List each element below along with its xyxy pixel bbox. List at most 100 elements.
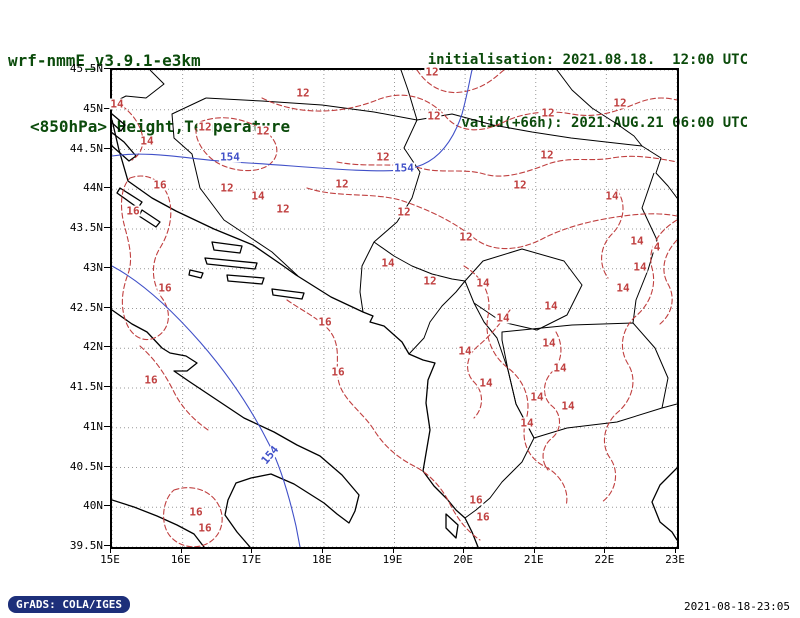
temp-contour [659,239,677,325]
y-axis-label: 39.5N [69,539,103,552]
header-right: initialisation: 2021.08.18. 12:00 UTC va… [428,8,748,176]
x-axis-label: 19E [382,553,403,566]
x-axis-tick [321,547,323,553]
grads-stamp: GrADS: COLA/IGES [8,596,130,613]
y-axis-label: 44N [83,181,103,195]
map-canvas [112,70,677,547]
island-korcula [226,274,265,285]
y-axis-tick [104,147,110,149]
height-contours [112,70,473,547]
island-rab [112,113,126,132]
border-montenegro-albania [408,280,466,355]
border-serbia-bulgaria [632,172,658,324]
temperature-contour-label: 14 [552,361,568,375]
y-axis-label: 42N [83,340,103,354]
height-contour-label: 154 [393,161,415,175]
island-vis [188,269,204,279]
x-axis-label: 18E [311,553,332,566]
x-axis-tick [533,547,535,553]
island-pag [112,131,137,162]
x-axis-label: 16E [170,553,191,566]
x-axis-tick [604,547,606,553]
temp-contour [139,345,209,431]
x-axis-label: 17E [241,553,262,566]
height-contour-label: 154 [219,150,241,164]
temperature-contour-label: 12 [334,177,350,191]
y-axis-tick [104,266,110,268]
y-axis-label: 41N [83,419,103,433]
y-axis-tick [104,227,110,228]
coastline-calabria [112,499,205,547]
border-greece-bulgaria [661,403,677,409]
island-kornati [138,209,161,228]
temperature-contour-label: 14 [478,376,494,390]
y-axis-label: 44.5N [69,141,103,155]
temperature-contour-label: 12 [426,109,442,123]
temperature-contour-label: 14 [519,416,535,430]
temp-contour [601,219,677,503]
island-brac [211,241,243,254]
temperature-contour-label: 14 [250,189,266,203]
y-axis-tick [104,386,110,387]
temperature-contour-label: 14 [139,134,155,148]
temperature-contour-label: 12 [295,86,311,100]
x-axis-tick [675,547,676,553]
temperature-contour-label: 14 [475,276,491,290]
valid-time-label: valid(+66h): 2021.AUG.21 06:00 UTC [461,115,748,131]
temp-contour [261,94,677,131]
x-axis-label: 15E [100,553,120,566]
x-axis-tick [251,547,253,553]
coastline-greece-east [651,467,677,541]
y-axis-label: 45.5N [69,62,103,75]
y-axis-label: 45N [83,101,103,115]
temperature-contour-label: 12 [375,150,391,164]
map-plot-area [110,68,679,549]
temperature-contour-label: 12 [512,178,528,192]
temperature-contour-label: 14 [632,260,648,274]
temperature-contour-label: 14 [529,390,545,404]
temperature-contour-label: 12 [612,96,628,110]
temperature-contour-label: 16 [468,493,484,507]
x-axis-label: 23E [665,553,685,566]
temp-contour [336,155,677,177]
y-axis-tick [104,465,110,467]
coastline-east-adriatic [112,119,479,547]
border-croatia-serbia [400,70,418,121]
y-axis-tick [104,505,110,507]
country-borders [112,70,677,519]
y-axis-tick [104,107,110,109]
border-drina [359,119,421,313]
y-axis-label: 40.5N [69,459,103,473]
temperature-contour-label: 14 [629,234,645,248]
creation-timestamp: 2021-08-18-23:05 [684,600,790,613]
temperature-contour-label: 16 [125,204,141,218]
x-axis-label: 20E [453,553,474,566]
temp-contour [467,309,511,419]
temperature-contour-label: 16 [152,178,168,192]
x-axis-label: 22E [594,553,615,566]
border-serbia-romania [556,70,643,147]
temperature-contour-label: 16 [317,315,333,329]
height-contour-154 [112,70,473,172]
temperature-contour-label: 12 [539,148,555,162]
border-croatia-bosnia [171,97,299,277]
y-axis-label: 41.5N [69,380,103,393]
temperature-contour-label: 14 [604,189,620,203]
y-axis-label: 40N [83,499,103,513]
temperature-contour-label: 16 [330,365,346,379]
temperature-contour-label: 4 [652,240,662,254]
temperature-contour-label: 14 [380,256,396,270]
border-albania-east [464,302,535,519]
temp-contour [542,331,562,471]
x-axis-tick [110,547,111,553]
temperature-contour-label: 12 [422,274,438,288]
border-slovenia-croatia [112,70,165,104]
temperature-contour-label: 14 [109,97,125,111]
temp-contour [416,70,505,94]
temperature-contour-label: 12 [275,202,291,216]
temperature-contour-label: 16 [188,505,204,519]
temp-contour [120,175,172,340]
island-mljet [271,288,305,300]
y-axis-tick [104,187,110,189]
